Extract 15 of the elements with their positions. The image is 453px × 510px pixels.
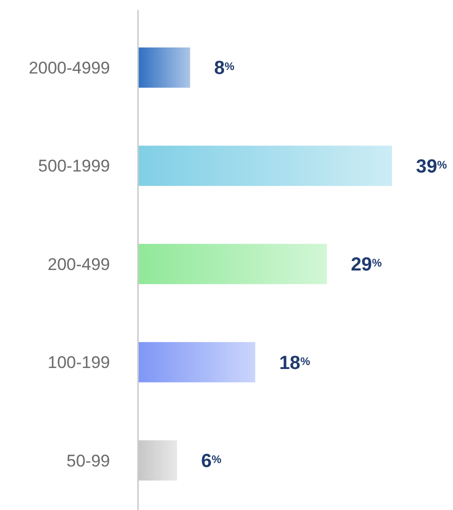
y-tick-label: 50-99 bbox=[66, 451, 110, 470]
data-label: 6$^{%}$ bbox=[201, 451, 222, 472]
y-tick-label: 100-199 bbox=[48, 353, 110, 372]
bar bbox=[138, 440, 178, 481]
y-tick-label: 200-499 bbox=[48, 254, 110, 274]
bar bbox=[138, 342, 256, 382]
bar bbox=[138, 47, 190, 88]
data-label: 39$^{%}$ bbox=[416, 156, 448, 178]
bar bbox=[138, 146, 392, 186]
data-label: 8$^{%}$ bbox=[214, 58, 235, 80]
data-label: 29$^{%}$ bbox=[350, 254, 382, 276]
bar bbox=[138, 244, 327, 284]
y-tick-label: 500-1999 bbox=[38, 156, 110, 176]
data-label: 18$^{%}$ bbox=[279, 352, 310, 374]
y-tick-label: 2000-4999 bbox=[28, 58, 110, 78]
